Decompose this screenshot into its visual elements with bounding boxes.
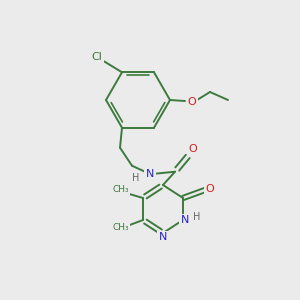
Text: Cl: Cl — [92, 52, 102, 62]
Text: H: H — [132, 173, 140, 183]
Text: CH₃: CH₃ — [113, 185, 129, 194]
Text: O: O — [206, 184, 214, 194]
Text: CH₃: CH₃ — [113, 224, 129, 232]
Text: N: N — [146, 169, 154, 179]
Text: H: H — [193, 212, 201, 222]
Text: O: O — [188, 97, 196, 107]
Text: O: O — [189, 144, 197, 154]
Text: N: N — [181, 215, 189, 225]
Text: N: N — [159, 232, 167, 242]
